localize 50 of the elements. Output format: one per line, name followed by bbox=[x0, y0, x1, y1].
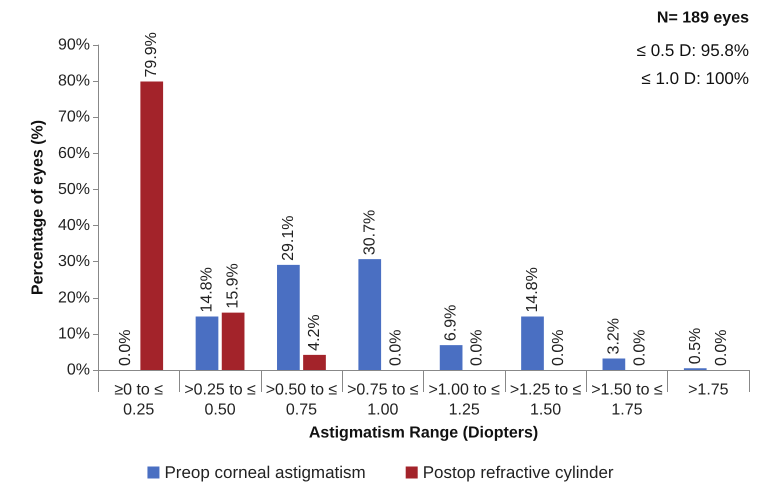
data-label: 15.9% bbox=[224, 263, 242, 309]
x-tick-label: >0.25 to ≤0.50 bbox=[184, 382, 256, 418]
data-label: 0.0% bbox=[550, 330, 568, 366]
x-tick-label: >1.50 to ≤1.75 bbox=[591, 382, 663, 418]
y-tick-label: 70% bbox=[58, 108, 90, 126]
data-label: 14.8% bbox=[198, 267, 216, 313]
y-tick-label: 90% bbox=[58, 36, 90, 54]
data-label: 3.2% bbox=[605, 318, 622, 354]
bar bbox=[602, 358, 626, 370]
data-label: 0.0% bbox=[468, 330, 486, 366]
x-tick-label: >1.75 bbox=[688, 382, 729, 398]
data-label: 29.1% bbox=[280, 216, 297, 261]
data-label: 6.9% bbox=[442, 304, 460, 342]
annotation: ≤ 1.0 D: 100% bbox=[641, 69, 750, 88]
bar bbox=[303, 354, 326, 370]
data-label: 0.5% bbox=[686, 328, 704, 364]
bar bbox=[196, 316, 218, 370]
y-tick-label: 30% bbox=[58, 253, 90, 270]
x-tick-label: ≥0 to ≤0.25 bbox=[114, 382, 164, 418]
bar bbox=[277, 264, 300, 370]
y-tick-label: 0% bbox=[66, 362, 90, 378]
x-tick-label: >0.50 to ≤0.75 bbox=[266, 382, 338, 418]
y-tick-label: 10% bbox=[58, 325, 90, 342]
bar bbox=[440, 345, 462, 370]
y-tick-label: 40% bbox=[58, 217, 90, 234]
data-label: 14.8% bbox=[524, 267, 542, 313]
data-label: 0.0% bbox=[631, 330, 648, 366]
data-label: 4.2% bbox=[306, 314, 323, 351]
y-tick-label: 80% bbox=[58, 72, 90, 90]
x-tick-label: >1.25 to ≤1.50 bbox=[510, 382, 582, 418]
bar bbox=[521, 316, 544, 370]
y-tick-label: 20% bbox=[58, 289, 90, 306]
data-label: 79.9% bbox=[143, 32, 160, 78]
x-axis-title: Astigmatism Range (Diopters) bbox=[308, 424, 538, 442]
data-label: 30.7% bbox=[361, 210, 378, 256]
x-tick-label: >0.75 to ≤1.00 bbox=[347, 382, 419, 418]
data-label: 0.0% bbox=[712, 330, 730, 366]
annotation: ≤ 0.5 D: 95.8% bbox=[636, 41, 750, 60]
y-tick-label: 60% bbox=[58, 144, 90, 162]
bar bbox=[358, 259, 382, 370]
data-label: 0.0% bbox=[117, 330, 134, 366]
text: N= 189 eyes bbox=[656, 10, 750, 26]
legend-label: Preop corneal astigmatism bbox=[164, 463, 366, 482]
bar bbox=[222, 312, 244, 370]
data-label: 0.0% bbox=[387, 330, 404, 366]
bar bbox=[140, 81, 164, 370]
x-tick-label: >1.00 to ≤1.25 bbox=[428, 382, 500, 418]
y-axis-title: Percentage of eyes (%) bbox=[30, 120, 46, 296]
legend-label: Postop refractive cylinder bbox=[422, 463, 614, 482]
y-tick-label: 50% bbox=[58, 180, 90, 198]
